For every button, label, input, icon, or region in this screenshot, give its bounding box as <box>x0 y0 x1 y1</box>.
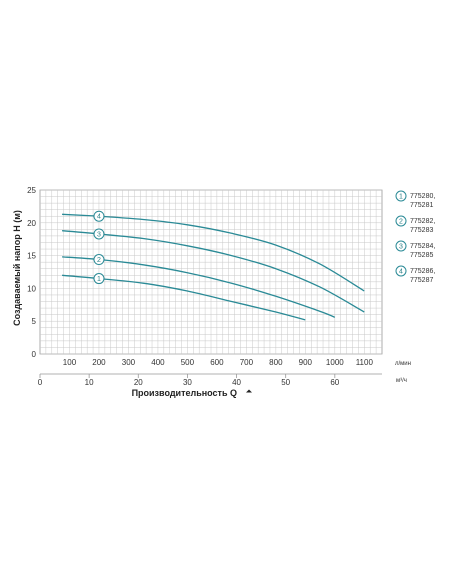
series-marker-label: 1 <box>97 276 101 283</box>
series-line-3 <box>62 230 365 313</box>
legend-entry-text: 775284, <box>410 243 435 250</box>
legend-marker-label: 4 <box>399 269 403 276</box>
series-marker-label: 4 <box>97 214 101 221</box>
x-axis-title: Производительность Q <box>132 388 237 398</box>
x-tick-label-m3h: 0 <box>38 378 43 387</box>
x-tick-label-lpm: 1000 <box>326 358 344 367</box>
x-axis-arrow-icon <box>246 389 252 393</box>
x-unit-m3h: м³/ч <box>396 378 407 384</box>
legend-entry-text: 775287 <box>410 277 433 284</box>
x-unit-lpm: л/мин <box>395 361 411 367</box>
legend-entry-text: 775281 <box>410 202 433 209</box>
x-tick-label-lpm: 900 <box>299 358 313 367</box>
x-tick-label-lpm: 600 <box>210 358 224 367</box>
x-tick-label-lpm: 1100 <box>356 358 374 367</box>
y-tick-label: 5 <box>32 317 37 326</box>
y-tick-label: 25 <box>27 186 36 195</box>
x-tick-label-lpm: 400 <box>151 358 165 367</box>
legend-marker-label: 2 <box>399 219 403 226</box>
legend-entry-text: 775283 <box>410 227 433 234</box>
legend-marker-1 <box>395 190 407 202</box>
legend: 1 775280, 775281 2 775282, 775283 3 775284, 7752… <box>395 190 435 284</box>
x-tick-label-m3h: 20 <box>134 378 143 387</box>
y-tick-label: 15 <box>27 252 36 261</box>
legend-marker-2 <box>395 215 407 227</box>
series-marker-2 <box>93 254 105 266</box>
x-tick-label-lpm: 100 <box>63 358 77 367</box>
series-marker-label: 3 <box>97 231 101 238</box>
x-tick-label-m3h: 30 <box>183 378 192 387</box>
series-marker-4 <box>93 210 105 222</box>
series-marker-1 <box>93 273 105 285</box>
legend-entry-text: 775282, <box>410 218 435 225</box>
series-marker-3 <box>93 228 105 240</box>
x-tick-label-lpm: 300 <box>122 358 136 367</box>
x-tick-label-m3h: 60 <box>330 378 339 387</box>
y-tick-label: 20 <box>27 219 36 228</box>
series-lines: 1 2 3 4 <box>62 210 365 321</box>
y-axis-title: Создаваемый напор Н (м) <box>12 210 22 326</box>
legend-marker-4 <box>395 265 407 277</box>
x-tick-label-lpm: 200 <box>92 358 106 367</box>
legend-entry-text: 775285 <box>410 252 433 259</box>
x-tick-label-m3h: 10 <box>85 378 94 387</box>
legend-marker-label: 3 <box>399 244 403 251</box>
y-tick-label: 10 <box>27 284 36 293</box>
grid <box>39 189 383 355</box>
legend-marker-3 <box>395 240 407 252</box>
series-marker-label: 2 <box>97 257 101 264</box>
x-tick-label-lpm: 700 <box>240 358 254 367</box>
legend-entry-text: 775286, <box>410 268 435 275</box>
x-tick-label-lpm: 500 <box>181 358 195 367</box>
y-tick-label: 0 <box>32 350 37 359</box>
x-tick-label-m3h: 50 <box>281 378 290 387</box>
legend-marker-label: 1 <box>399 194 403 201</box>
x-tick-label-m3h: 40 <box>232 378 241 387</box>
x-tick-label-lpm: 800 <box>269 358 283 367</box>
legend-entry-text: 775280, <box>410 193 435 200</box>
